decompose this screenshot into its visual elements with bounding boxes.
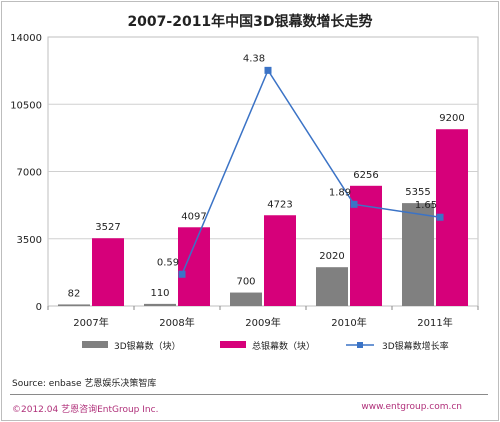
- bar-value-label: 82: [68, 288, 81, 299]
- total-screens-bar: [92, 238, 124, 306]
- 3d-screens-bar: [316, 267, 348, 306]
- y-tick-label: 14000: [10, 33, 42, 44]
- bar-value-label: 6256: [353, 170, 378, 181]
- bar-value-label: 3527: [95, 222, 120, 233]
- bar-value-label: 700: [236, 277, 255, 288]
- website-link[interactable]: www.entgroup.com.cn: [361, 402, 462, 412]
- x-tick-label: 2010年: [331, 316, 366, 329]
- growth-rate-label: 0.59: [157, 257, 179, 268]
- y-tick-label: 7000: [17, 168, 42, 179]
- 3d-screens-bar: [402, 203, 434, 306]
- x-tick-label: 2007年: [73, 316, 108, 329]
- 3d-screens-bar: [230, 292, 262, 306]
- legend-swatch: [220, 341, 246, 348]
- bar-value-label: 5355: [405, 187, 430, 198]
- x-tick-label: 2008年: [159, 316, 194, 329]
- y-tick-label: 3500: [17, 235, 42, 246]
- total-screens-bar: [264, 215, 296, 306]
- bar-value-label: 4097: [181, 211, 206, 222]
- bar-value-label: 9200: [439, 113, 464, 124]
- growth-rate-point: [178, 270, 186, 278]
- y-tick-label: 10500: [10, 100, 42, 111]
- source-note: Source: enbase 艺恩娱乐决策智库: [12, 379, 157, 389]
- total-screens-bar: [178, 227, 210, 306]
- legend-label: 总银幕数（块）: [252, 340, 315, 352]
- copyright-text: ©2012.04 艺恩咨询EntGroup Inc.: [12, 405, 159, 415]
- chart-title: 2007-2011年中国3D银幕数增长走势: [127, 14, 373, 30]
- legend-marker: [357, 342, 363, 348]
- growth-rate-line: [181, 68, 441, 275]
- growth-rate-point: [436, 213, 444, 221]
- footer-divider: [10, 394, 488, 395]
- x-tick-label: 2011年: [417, 316, 452, 329]
- 3d-screens-bar: [58, 304, 90, 306]
- bar-value-label: 110: [150, 288, 169, 299]
- 3d-screens-bar: [144, 303, 176, 306]
- legend-label: 3D银幕数（块）: [114, 340, 181, 352]
- y-tick-label: 0: [36, 302, 42, 313]
- legend-swatch: [82, 341, 108, 348]
- growth-rate-point: [264, 66, 272, 74]
- bar-value-label: 4723: [267, 199, 292, 210]
- growth-rate-point: [350, 200, 358, 208]
- growth-rate-label: 4.38: [243, 53, 265, 64]
- legend-label: 3D银幕数增长率: [382, 340, 449, 352]
- growth-rate-label: 1.89: [329, 187, 351, 198]
- growth-rate-label: 1.65: [415, 200, 437, 211]
- x-tick-label: 2009年: [245, 316, 280, 329]
- bar-value-label: 2020: [319, 251, 344, 262]
